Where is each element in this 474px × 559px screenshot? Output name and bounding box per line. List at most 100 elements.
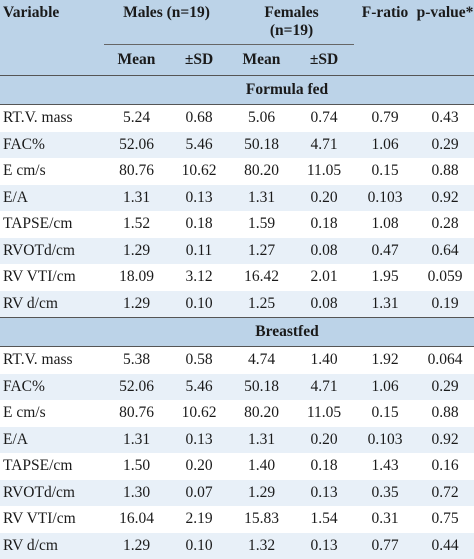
cell-p-value: 0.059	[416, 264, 474, 291]
cell-f-ratio: 0.15	[354, 158, 416, 185]
cell-p-value: 0.28	[416, 211, 474, 238]
cell-female-mean: 1.25	[229, 291, 294, 318]
cell-male-sd: 5.46	[169, 374, 229, 401]
cell-female-mean: 1.40	[229, 453, 294, 480]
header-females-sd: ±SD	[294, 45, 354, 76]
cell-female-mean: 80.20	[229, 158, 294, 185]
cell-variable: RT.V. mass	[0, 347, 104, 374]
cell-female-mean: 1.31	[229, 427, 294, 454]
cell-male-sd: 0.58	[169, 347, 229, 374]
cell-male-sd: 10.62	[169, 158, 229, 185]
cell-male-sd: 0.18	[169, 211, 229, 238]
cell-female-mean: 16.42	[229, 264, 294, 291]
section-header: Breastfed	[0, 318, 474, 347]
header-males-sd: ±SD	[169, 45, 229, 76]
header-females-line2: (n=19)	[270, 22, 313, 39]
cell-male-sd: 2.19	[169, 506, 229, 533]
cell-female-sd: 0.18	[294, 211, 354, 238]
cell-female-sd: 11.05	[294, 400, 354, 427]
cell-female-mean: 1.27	[229, 238, 294, 265]
cell-variable: RV VTI/cm	[0, 264, 104, 291]
cell-male-sd: 0.11	[169, 238, 229, 265]
cell-male-sd: 0.10	[169, 533, 229, 559]
cell-variable: E cm/s	[0, 400, 104, 427]
cell-male-sd: 10.62	[169, 400, 229, 427]
cell-f-ratio: 1.31	[354, 291, 416, 318]
cell-female-sd: 4.71	[294, 374, 354, 401]
cell-female-sd: 1.40	[294, 347, 354, 374]
cell-variable: RVOTd/cm	[0, 480, 104, 507]
table-header: Variable Males (n=19) Females(n=19) F-ra…	[0, 0, 474, 76]
cell-f-ratio: 1.95	[354, 264, 416, 291]
cell-male-sd: 3.12	[169, 264, 229, 291]
cell-female-mean: 1.32	[229, 533, 294, 559]
section-title: Breastfed	[0, 318, 474, 347]
cell-variable: FAC%	[0, 374, 104, 401]
cell-p-value: 0.064	[416, 347, 474, 374]
cell-p-value: 0.92	[416, 427, 474, 454]
cell-female-sd: 4.71	[294, 132, 354, 159]
cell-male-mean: 52.06	[104, 374, 169, 401]
cell-f-ratio: 1.06	[354, 132, 416, 159]
cell-f-ratio: 0.15	[354, 400, 416, 427]
cell-male-mean: 1.29	[104, 533, 169, 559]
cell-male-mean: 1.29	[104, 291, 169, 318]
cell-f-ratio: 1.92	[354, 347, 416, 374]
cell-male-mean: 1.30	[104, 480, 169, 507]
cell-variable: TAPSE/cm	[0, 453, 104, 480]
cell-variable: TAPSE/cm	[0, 211, 104, 238]
cell-female-sd: 0.08	[294, 238, 354, 265]
cell-f-ratio: 0.35	[354, 480, 416, 507]
cell-female-sd: 0.74	[294, 105, 354, 132]
cell-f-ratio: 1.43	[354, 453, 416, 480]
cell-variable: RV d/cm	[0, 533, 104, 559]
cell-male-mean: 5.24	[104, 105, 169, 132]
cell-p-value: 0.16	[416, 453, 474, 480]
cell-variable: FAC%	[0, 132, 104, 159]
cell-variable: E/A	[0, 427, 104, 454]
cell-female-mean: 1.59	[229, 211, 294, 238]
cell-p-value: 0.92	[416, 185, 474, 212]
cell-female-sd: 1.54	[294, 506, 354, 533]
cell-female-mean: 15.83	[229, 506, 294, 533]
cell-male-mean: 1.31	[104, 185, 169, 212]
cell-female-mean: 80.20	[229, 400, 294, 427]
cell-variable: RV VTI/cm	[0, 506, 104, 533]
cell-p-value: 0.88	[416, 158, 474, 185]
cell-variable: E/A	[0, 185, 104, 212]
section-header: Formula fed	[0, 76, 474, 105]
cell-p-value: 0.29	[416, 374, 474, 401]
cell-female-sd: 0.08	[294, 291, 354, 318]
cell-f-ratio: 0.103	[354, 427, 416, 454]
cell-p-value: 0.29	[416, 132, 474, 159]
cell-female-mean: 50.18	[229, 374, 294, 401]
header-variable: Variable	[0, 0, 104, 76]
cell-f-ratio: 1.06	[354, 374, 416, 401]
cell-female-mean: 4.74	[229, 347, 294, 374]
cell-male-mean: 1.29	[104, 238, 169, 265]
cell-p-value: 0.88	[416, 400, 474, 427]
cell-male-sd: 0.13	[169, 185, 229, 212]
cell-p-value: 0.43	[416, 105, 474, 132]
cell-f-ratio: 0.31	[354, 506, 416, 533]
cell-male-sd: 5.46	[169, 132, 229, 159]
cell-f-ratio: 0.47	[354, 238, 416, 265]
cell-male-mean: 80.76	[104, 158, 169, 185]
cell-male-mean: 80.76	[104, 400, 169, 427]
cell-male-mean: 16.04	[104, 506, 169, 533]
cell-p-value: 0.64	[416, 238, 474, 265]
header-males-mean: Mean	[104, 45, 169, 76]
cell-variable: E cm/s	[0, 158, 104, 185]
cell-male-sd: 0.10	[169, 291, 229, 318]
